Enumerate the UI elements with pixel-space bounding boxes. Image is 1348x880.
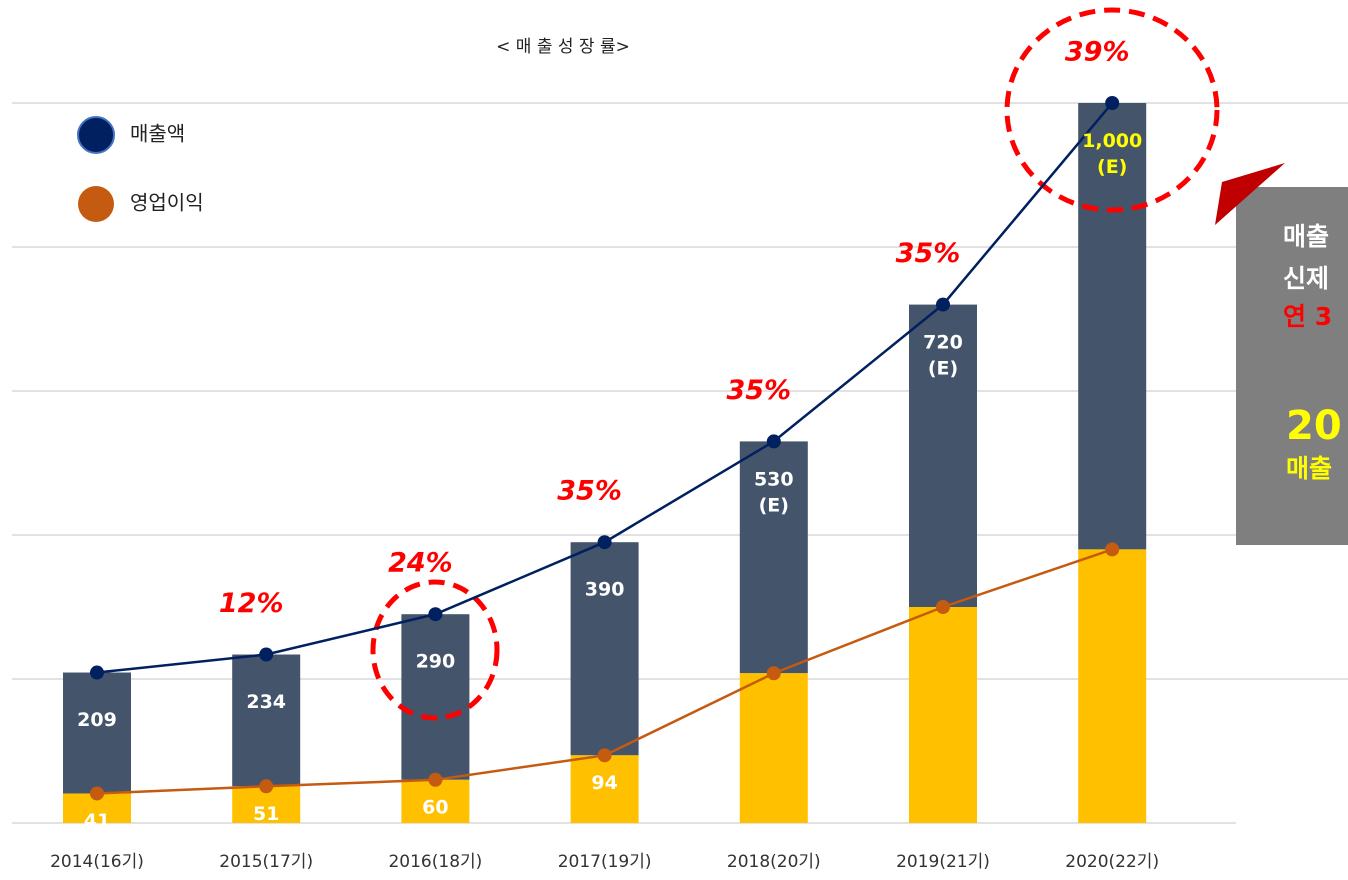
x-tick-label: 2016(18기)	[388, 852, 482, 872]
bar	[739, 673, 808, 823]
x-tick-label: 2017(19기)	[558, 852, 652, 872]
value-label: 1,000 (E)	[1082, 130, 1142, 178]
highlight-circle	[370, 579, 500, 721]
point	[428, 772, 443, 787]
point	[428, 607, 443, 622]
note-text: 매출	[1283, 222, 1329, 251]
legend-swatch	[78, 186, 114, 222]
note-text: 20	[1286, 403, 1342, 449]
x-tick-label: 2015(17기)	[219, 852, 313, 872]
highlight-circle	[1004, 7, 1220, 213]
x-tick-label: 2018(20기)	[727, 852, 821, 872]
bar	[909, 304, 977, 607]
growth-label: 39%	[1065, 37, 1130, 68]
value-label: 290	[416, 651, 456, 673]
decoration: 매출 신제 연 3 20 매출	[1215, 163, 1348, 545]
point	[936, 297, 950, 312]
chart-title: < 매 출 성 장 률>	[496, 37, 630, 57]
legend-label: 영업이익	[130, 191, 204, 215]
point	[597, 748, 612, 763]
value-label: 720 (E)	[923, 331, 963, 379]
value-label: 390	[585, 579, 625, 601]
value-label: 209	[77, 709, 117, 731]
note-text: 매출	[1286, 454, 1332, 483]
note-box	[1236, 187, 1348, 545]
point	[259, 779, 274, 794]
legend-swatch	[77, 116, 115, 154]
bar	[401, 614, 470, 780]
value-label: 41	[84, 810, 110, 832]
point	[766, 434, 781, 449]
point	[90, 786, 104, 801]
point	[259, 647, 274, 662]
value-label: 60	[422, 796, 448, 818]
legend-label: 매출액	[130, 122, 185, 146]
value-label: 51	[253, 803, 279, 825]
x-tick-label: 2020(22기)	[1065, 852, 1159, 872]
value-label: 530 (E)	[754, 468, 794, 516]
value-label: 94	[591, 772, 617, 794]
point	[1105, 96, 1120, 110]
point	[936, 600, 950, 614]
bar	[401, 779, 470, 823]
bar	[570, 755, 639, 823]
growth-label: 35%	[726, 375, 791, 406]
bar	[570, 542, 639, 756]
note-text: 연 3	[1283, 302, 1332, 331]
x-tick-label: 2014(16기)	[50, 852, 144, 872]
bar	[232, 654, 301, 787]
note-text: 신제	[1283, 264, 1329, 293]
growth-label: 24%	[388, 548, 453, 579]
growth-label: 35%	[557, 476, 622, 507]
growth-label: 12%	[219, 588, 284, 619]
pointer	[1215, 163, 1285, 225]
bar	[63, 672, 131, 794]
value-label: 234	[246, 691, 286, 713]
bar	[909, 607, 977, 823]
growth-label: 35%	[896, 238, 961, 269]
point	[597, 535, 612, 550]
x-tick-label: 2019(21기)	[896, 852, 990, 872]
bar	[739, 441, 808, 674]
point	[1105, 542, 1120, 557]
bar	[1078, 549, 1147, 823]
bar	[1078, 103, 1147, 550]
point	[90, 665, 104, 680]
point	[766, 666, 781, 681]
